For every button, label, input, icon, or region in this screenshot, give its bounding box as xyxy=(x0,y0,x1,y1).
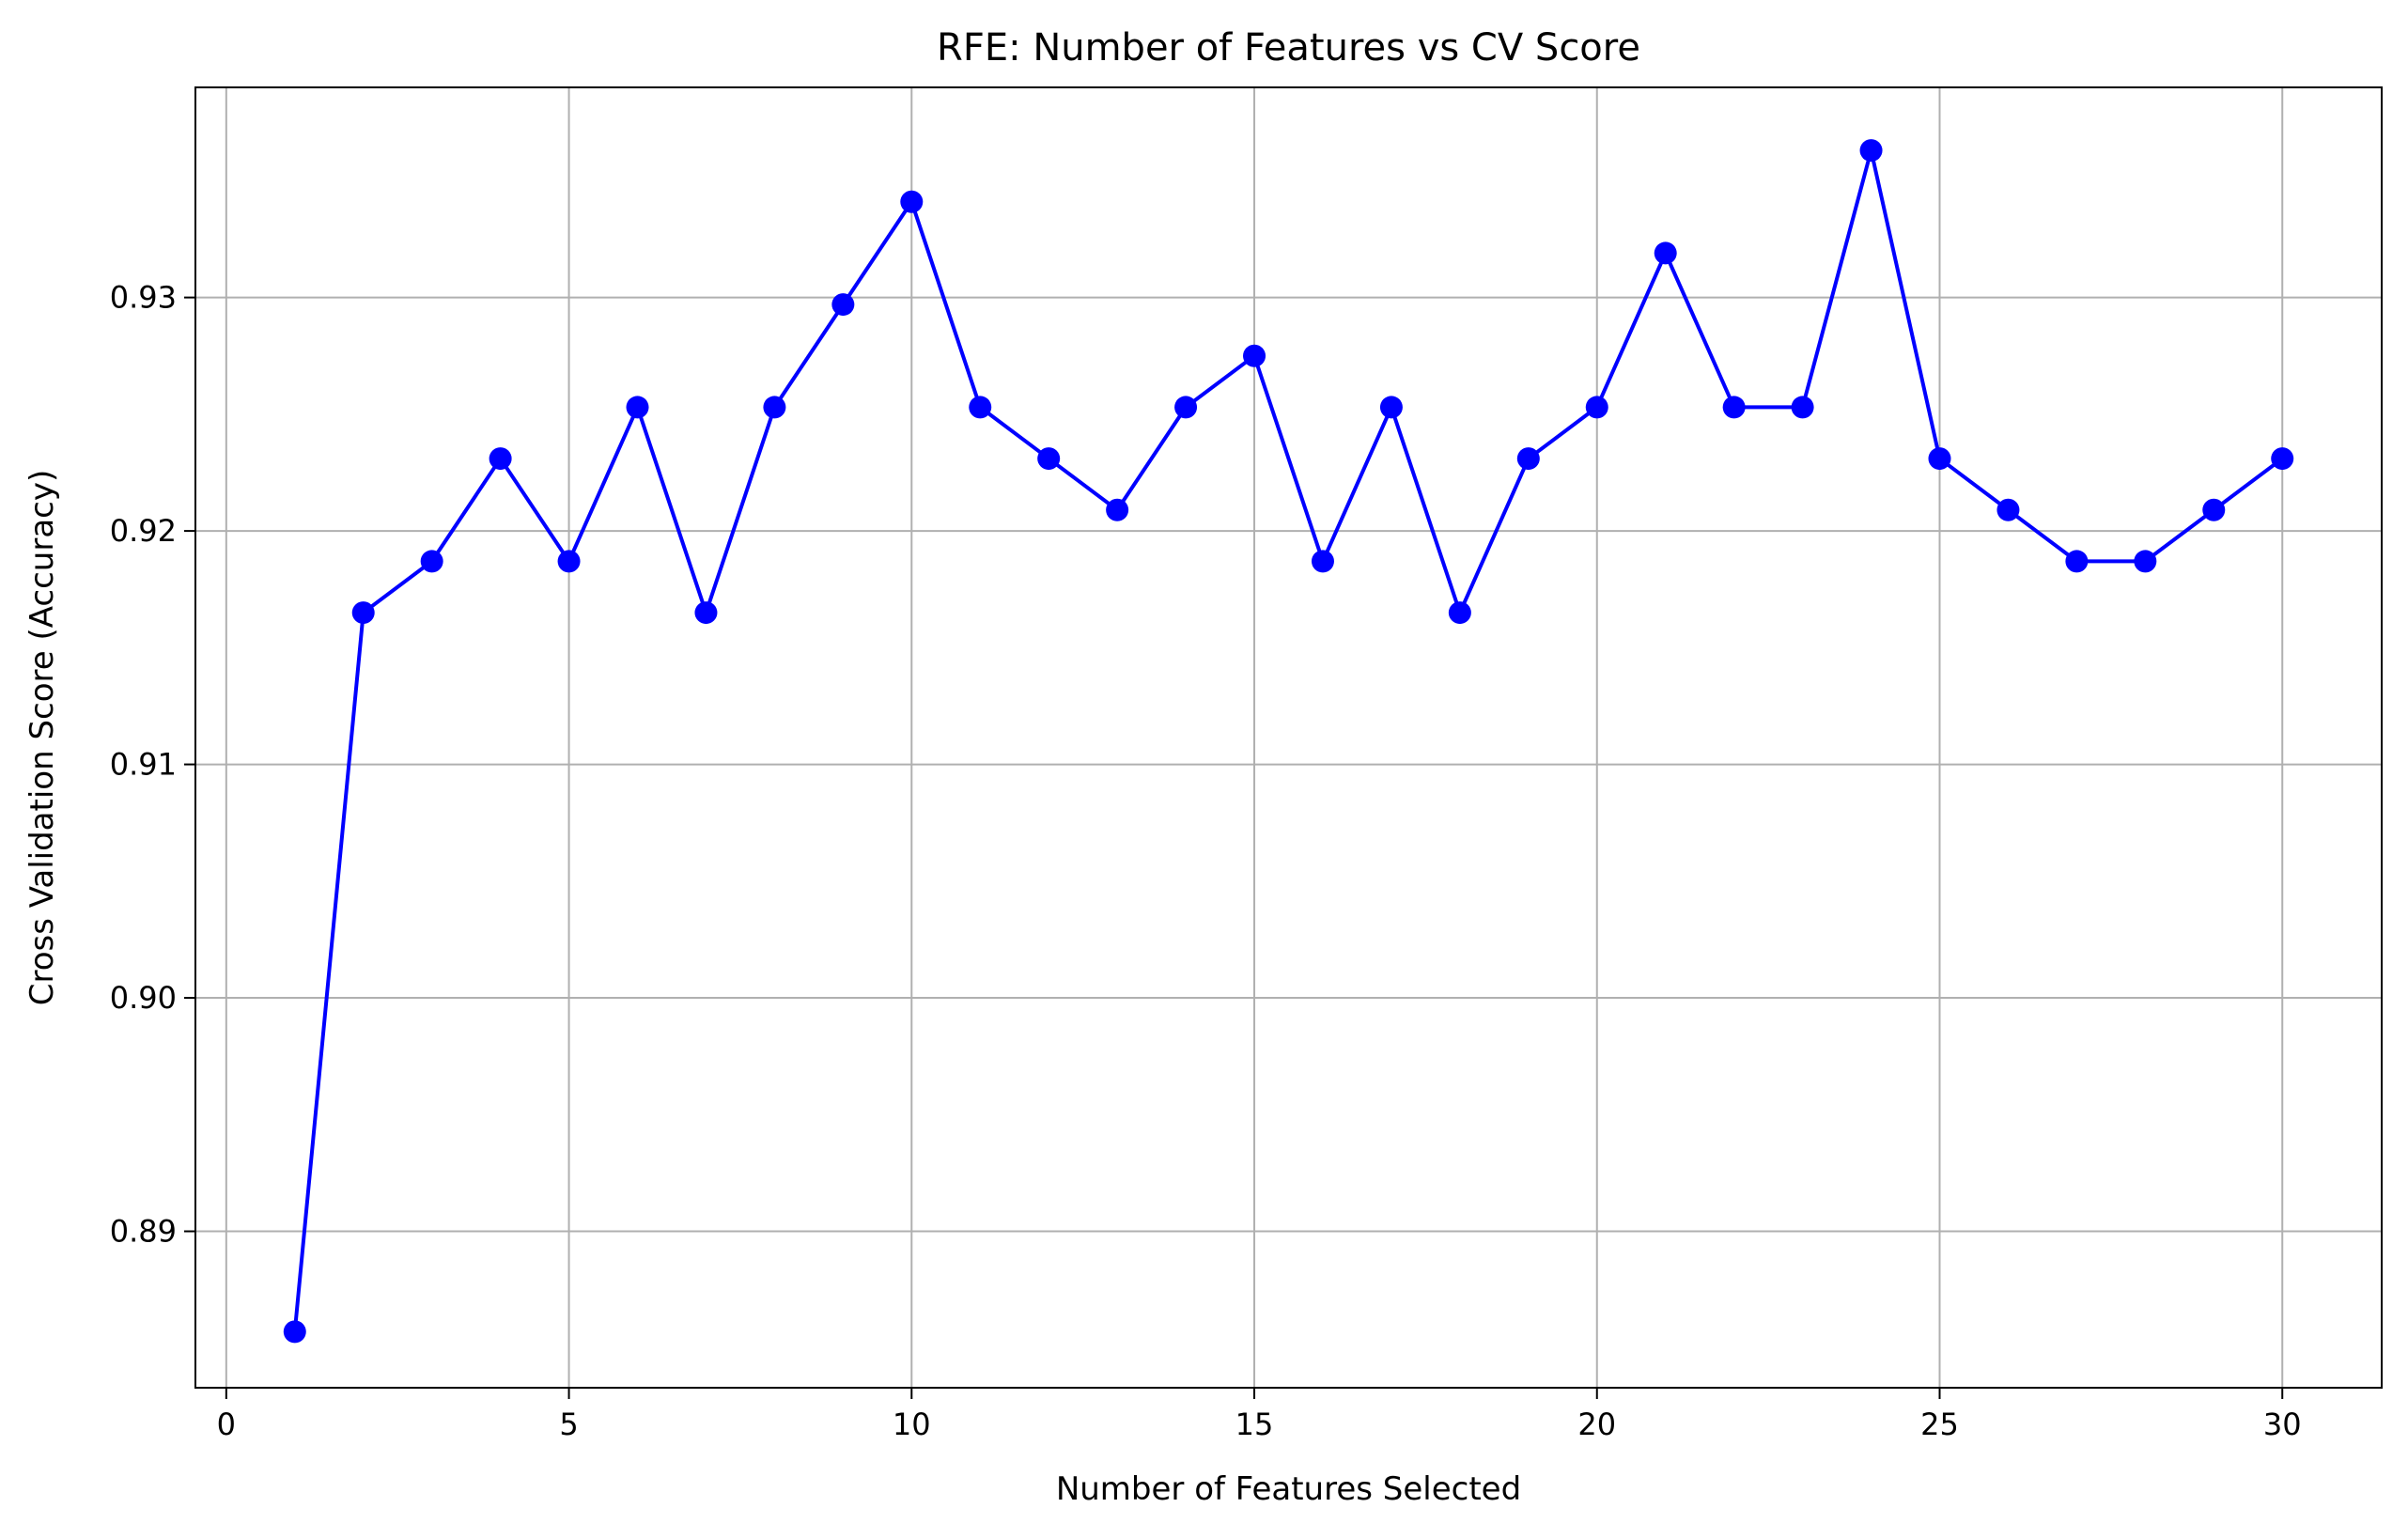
x-tick-label: 10 xyxy=(893,1407,931,1442)
data-point xyxy=(1448,601,1471,625)
y-tick-label: 0.91 xyxy=(110,747,177,783)
y-tick-label: 0.89 xyxy=(110,1214,177,1250)
series-layer xyxy=(283,139,2294,1344)
data-point xyxy=(1859,139,1883,163)
data-point xyxy=(557,550,581,573)
data-point xyxy=(2065,550,2089,573)
grid-lines xyxy=(195,87,2382,1388)
x-tick-label: 25 xyxy=(1920,1407,1959,1442)
data-point xyxy=(1379,396,1403,419)
x-tick-label: 30 xyxy=(2263,1407,2302,1442)
data-point xyxy=(1243,344,1266,367)
data-point xyxy=(831,293,855,317)
data-point xyxy=(489,447,512,471)
data-point xyxy=(1928,447,1951,471)
data-point xyxy=(694,601,718,625)
y-tick-label: 0.92 xyxy=(110,513,177,549)
axis-ticks: 0 5 10 15 20 25 30 0.89 0.90 0.91 0.92 0.93 xyxy=(110,280,2302,1442)
data-point xyxy=(1174,396,1198,419)
data-point xyxy=(420,550,443,573)
y-tick-label: 0.93 xyxy=(110,280,177,316)
data-point xyxy=(626,396,649,419)
x-tick-label: 20 xyxy=(1577,1407,1616,1442)
chart-title: RFE: Number of Features vs CV Score xyxy=(937,26,1640,70)
x-tick-label: 5 xyxy=(559,1407,578,1442)
y-axis-label: Cross Validation Score (Accuracy) xyxy=(23,470,61,1006)
data-point xyxy=(1996,498,2020,521)
x-tick-label: 15 xyxy=(1235,1407,1274,1442)
plot-area-frame xyxy=(194,86,2383,1389)
data-point xyxy=(969,396,992,419)
data-point xyxy=(2271,447,2294,471)
data-point xyxy=(900,190,924,213)
data-point xyxy=(1585,396,1608,419)
data-point xyxy=(2134,550,2157,573)
data-point xyxy=(1037,447,1061,471)
data-point xyxy=(1311,550,1334,573)
data-point xyxy=(1516,447,1540,471)
data-point xyxy=(1791,396,1814,419)
data-point xyxy=(351,601,375,625)
data-point xyxy=(2202,498,2226,521)
x-tick-label: 0 xyxy=(217,1407,236,1442)
data-point xyxy=(1106,498,1129,521)
y-tick-label: 0.90 xyxy=(110,980,177,1016)
data-point xyxy=(1654,241,1677,265)
series-line xyxy=(292,148,2284,1332)
x-axis-label: Number of Features Selected xyxy=(1056,1470,1521,1508)
data-point xyxy=(763,396,786,419)
data-point xyxy=(283,1320,306,1344)
data-point xyxy=(1722,396,1746,419)
